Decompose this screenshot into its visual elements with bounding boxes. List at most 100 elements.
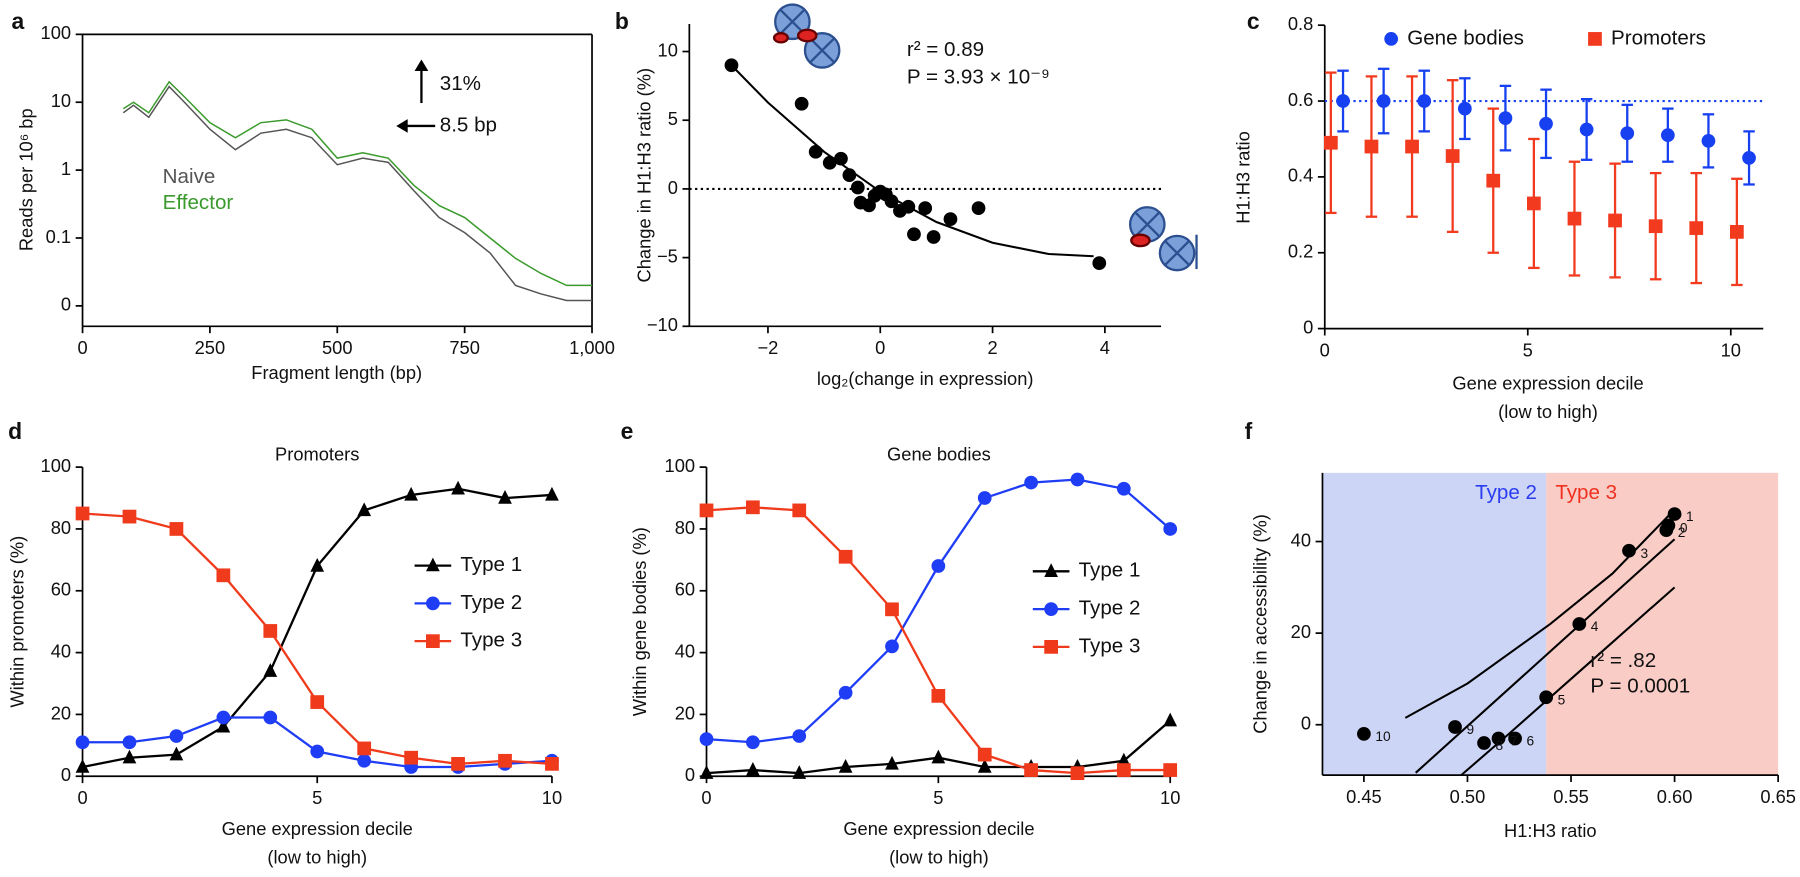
- marker: [1660, 128, 1675, 143]
- marker: [1539, 690, 1554, 705]
- y-tick-label: 40: [1291, 529, 1311, 550]
- marker: [498, 490, 512, 504]
- point-label: 8: [1495, 738, 1503, 753]
- marker: [699, 765, 714, 779]
- marker: [310, 744, 325, 759]
- marker: [1163, 712, 1178, 727]
- annotation: P = 3.93 × 10⁻⁹: [907, 65, 1050, 88]
- fit-line: [1414, 538, 1676, 774]
- legend-marker: [426, 557, 440, 572]
- y-axis-label: Within gene bodies (%): [629, 527, 650, 716]
- y-tick-label: 0.4: [1288, 165, 1313, 186]
- legend-label: Type 3: [1079, 634, 1141, 657]
- point-label: 2: [1678, 525, 1686, 540]
- marker: [357, 741, 372, 756]
- h1-blob: [772, 32, 789, 44]
- legend-label: Gene bodies: [1407, 26, 1524, 49]
- marker: [263, 710, 278, 725]
- arrow-head: [414, 59, 429, 71]
- marker: [885, 755, 899, 770]
- marker: [838, 549, 853, 564]
- chart-title: Gene bodies: [887, 444, 991, 465]
- y-tick-label: 100: [41, 22, 72, 43]
- marker: [792, 765, 807, 779]
- arrow-head: [396, 119, 408, 133]
- marker: [263, 663, 278, 677]
- legend-label: Type 1: [1079, 559, 1141, 582]
- marker: [1445, 149, 1460, 163]
- x-tick-label: 4: [1100, 337, 1110, 358]
- marker: [75, 735, 90, 750]
- cross: [1135, 212, 1190, 266]
- point-label: 5: [1558, 692, 1566, 707]
- x-axis-label: H1:H3 ratio: [1504, 820, 1597, 841]
- x-tick-label: 10: [1160, 787, 1180, 808]
- legend-label: Type 3: [460, 629, 522, 652]
- marker: [977, 758, 992, 773]
- marker: [977, 491, 992, 505]
- y-tick-label: 0.1: [46, 226, 71, 247]
- marker: [1622, 543, 1636, 558]
- point-label: 0: [1680, 521, 1688, 536]
- marker: [1701, 133, 1716, 148]
- y-tick-label: 60: [51, 579, 71, 600]
- marker: [838, 758, 853, 773]
- y-axis-label: Change in accessibility (%): [1250, 514, 1271, 734]
- annotation: 8.5 bp: [440, 113, 497, 136]
- marker: [357, 502, 372, 517]
- marker: [885, 602, 899, 617]
- marker: [1659, 523, 1674, 537]
- marker: [451, 757, 465, 771]
- x-tick-label: 0: [701, 787, 711, 808]
- marker: [169, 522, 184, 536]
- legend-marker: [1044, 563, 1058, 578]
- series-line: [122, 80, 593, 287]
- legend-label: Type 2: [1079, 597, 1141, 620]
- point-label: 9: [1466, 722, 1474, 737]
- marker: [1742, 151, 1756, 165]
- point-label: 4: [1591, 619, 1599, 634]
- marker: [842, 168, 857, 183]
- marker: [1539, 116, 1553, 131]
- legend-label: Type 1: [460, 553, 522, 576]
- marker: [1376, 94, 1391, 108]
- marker: [1448, 720, 1462, 734]
- legend-label: Effector: [163, 191, 234, 214]
- y-tick-label: 0.6: [1288, 89, 1313, 110]
- marker: [263, 624, 278, 638]
- marker: [746, 762, 760, 776]
- x-tick-label: 0.60: [1657, 786, 1693, 807]
- marker: [931, 749, 946, 764]
- annotation: P = 0.0001: [1590, 674, 1690, 697]
- marker: [1116, 481, 1131, 496]
- region-label: Type 3: [1555, 481, 1617, 504]
- legend-marker: [426, 596, 440, 611]
- x-tick-label: 0.45: [1346, 786, 1382, 807]
- x-tick-label: 0.55: [1553, 786, 1589, 807]
- x-tick-label: 2: [987, 337, 997, 358]
- marker: [1491, 731, 1506, 746]
- y-tick-label: 40: [51, 640, 71, 661]
- marker: [746, 735, 760, 750]
- marker: [404, 486, 418, 501]
- marker: [943, 212, 958, 227]
- marker: [1092, 256, 1107, 270]
- x-tick-label: 10: [1721, 339, 1741, 360]
- marker: [451, 480, 465, 495]
- marker: [1024, 763, 1038, 777]
- legend-marker: [1044, 602, 1058, 616]
- marker: [792, 729, 807, 743]
- point-label: 10: [1375, 729, 1391, 744]
- marker: [310, 558, 325, 572]
- y-axis-label: H1:H3 ratio: [1232, 131, 1253, 224]
- arrows: [396, 59, 436, 133]
- marker: [1417, 94, 1432, 108]
- y-tick-label: 10: [51, 90, 71, 111]
- y-tick-label: 100: [41, 455, 72, 476]
- marker: [971, 201, 986, 216]
- point-label: 6: [1527, 734, 1535, 749]
- legend-marker: [1044, 640, 1058, 654]
- marker: [931, 689, 946, 703]
- marker: [901, 199, 916, 214]
